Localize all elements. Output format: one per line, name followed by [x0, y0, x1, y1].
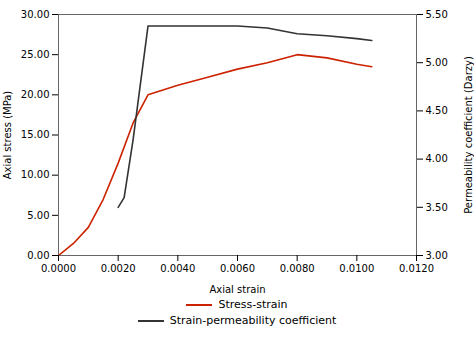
svg-text:20.00: 20.00 — [21, 89, 50, 100]
svg-text:0.00: 0.00 — [27, 250, 49, 261]
svg-text:4.00: 4.00 — [426, 153, 448, 164]
svg-text:5.50: 5.50 — [426, 9, 448, 20]
html-text:Strain-permeability coefficien: Strain-permeability coefficient — [169, 314, 337, 327]
svg-text:5.00: 5.00 — [27, 210, 49, 221]
svg-text:30.00: 30.00 — [21, 9, 50, 20]
svg-text:3.50: 3.50 — [426, 202, 448, 213]
svg-text:0.0040: 0.0040 — [160, 263, 195, 274]
svg-text:5.00: 5.00 — [426, 57, 448, 68]
svg-text:0.0080: 0.0080 — [280, 263, 315, 274]
svg-text:Axial strain: Axial strain — [209, 284, 265, 295]
svg-text:10.00: 10.00 — [21, 169, 50, 180]
svg-text:0.0120: 0.0120 — [399, 263, 434, 274]
svg-text:25.00: 25.00 — [21, 49, 50, 60]
svg-text:0.0000: 0.0000 — [41, 263, 76, 274]
svg-text:Axial stress (MPa): Axial stress (MPa) — [2, 91, 13, 180]
svg-text:0.0020: 0.0020 — [101, 263, 136, 274]
svg-text:Permeability coefficient (Darz: Permeability coefficient (Darzy) — [463, 56, 474, 214]
svg-text:3.00: 3.00 — [426, 250, 448, 261]
svg-text:15.00: 15.00 — [21, 129, 50, 140]
svg-text:4.50: 4.50 — [426, 105, 448, 116]
svg-text:0.0060: 0.0060 — [220, 263, 255, 274]
html-text:Stress-strain: Stress-strain — [218, 298, 288, 311]
svg-text:0.0100: 0.0100 — [339, 263, 374, 274]
